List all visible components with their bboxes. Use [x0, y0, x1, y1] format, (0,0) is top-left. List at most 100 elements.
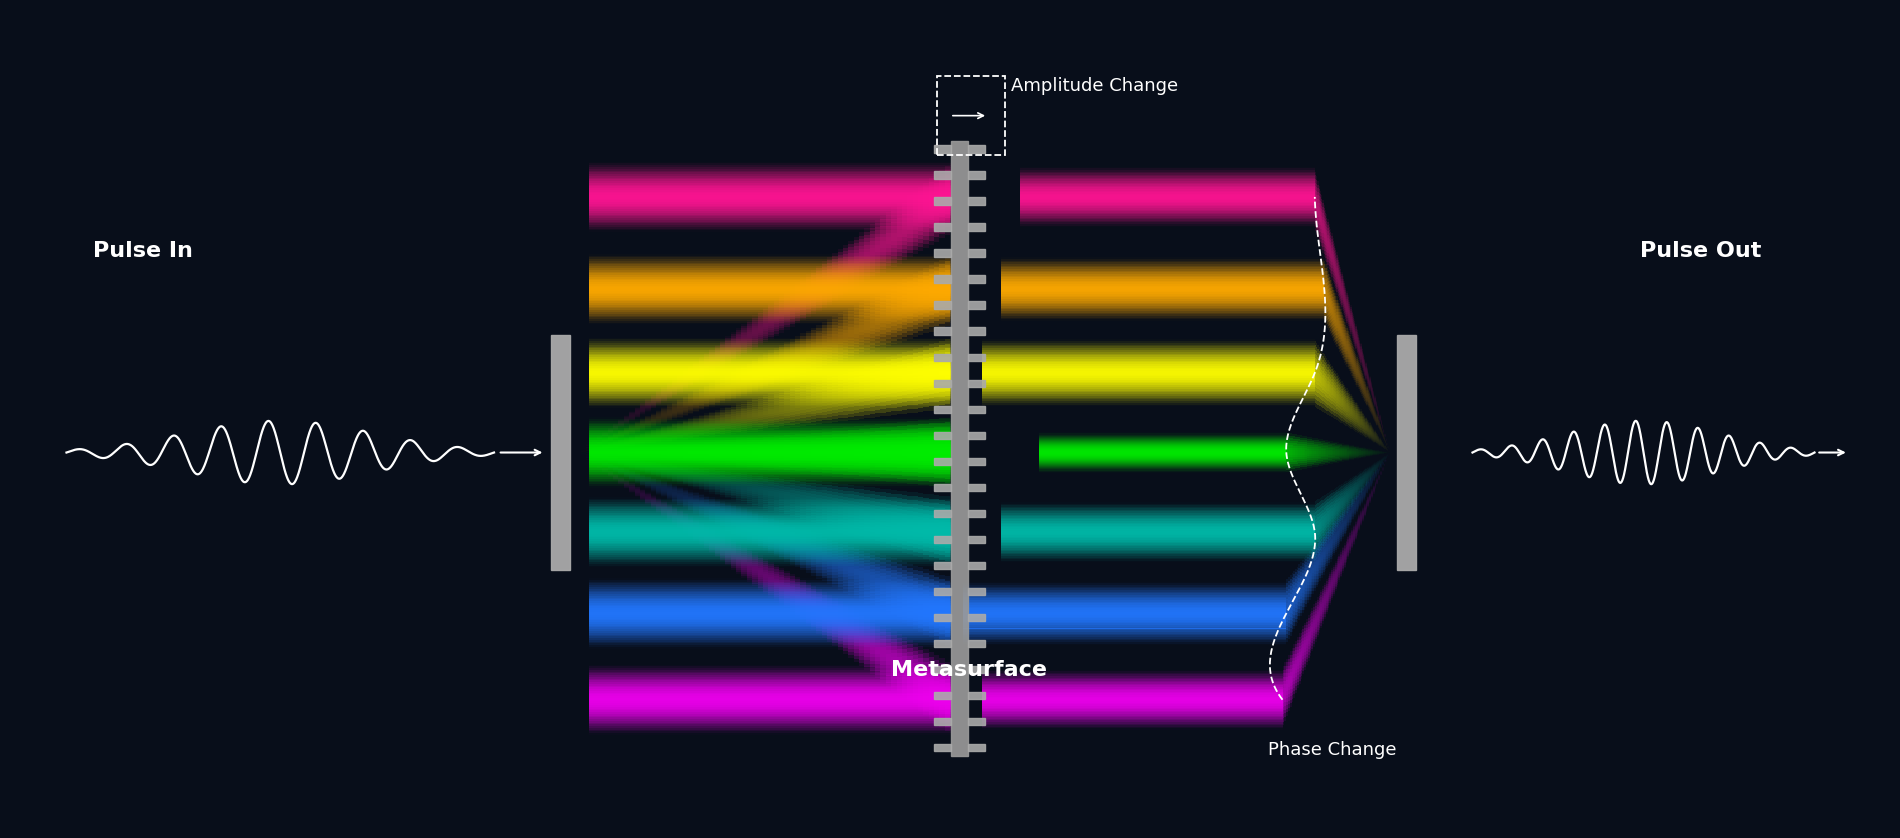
Bar [682, 423, 688, 425]
Bar [876, 661, 880, 665]
Bar [806, 504, 811, 507]
Bar [844, 542, 849, 546]
Bar [811, 308, 817, 311]
Bar [982, 359, 1315, 360]
Bar [826, 607, 832, 609]
Bar [694, 411, 699, 412]
Bar [853, 262, 859, 266]
Bar [844, 551, 849, 555]
Bar [806, 562, 811, 565]
Bar [714, 442, 720, 444]
Bar [870, 603, 876, 607]
Bar [790, 612, 794, 614]
Bar [714, 485, 720, 487]
Bar [870, 449, 876, 453]
Bar [821, 544, 826, 546]
Bar [667, 406, 673, 407]
Bar [768, 546, 773, 549]
Bar [880, 234, 885, 237]
Bar [853, 489, 859, 492]
Bar [929, 211, 935, 215]
Bar [885, 383, 891, 386]
Bar [821, 470, 826, 473]
Bar [650, 414, 656, 415]
Bar [826, 582, 832, 584]
Bar [891, 566, 897, 570]
Bar [779, 592, 785, 594]
Bar [885, 533, 891, 536]
Bar [918, 396, 923, 400]
Bar [735, 464, 741, 466]
Bar [714, 428, 720, 430]
Bar [821, 409, 826, 411]
Bar [676, 403, 682, 405]
Bar [876, 259, 880, 262]
Bar [790, 480, 794, 483]
Bar [673, 499, 676, 500]
Bar [859, 649, 865, 653]
Bar [682, 504, 688, 506]
Bar [844, 651, 849, 654]
Bar [800, 514, 806, 516]
Bar [768, 537, 773, 540]
Bar [832, 374, 838, 377]
Bar [944, 457, 950, 461]
Bar [806, 354, 811, 358]
Bar [870, 303, 876, 307]
Bar [844, 251, 849, 254]
Bar [741, 499, 747, 501]
Bar [794, 517, 800, 520]
Bar [832, 504, 838, 507]
Bar [673, 481, 676, 482]
Bar [726, 345, 732, 347]
Bar [762, 320, 768, 323]
Bar [726, 433, 732, 435]
Bar [709, 427, 714, 429]
Bar [844, 474, 849, 478]
Bar [918, 444, 923, 448]
Bar [661, 476, 667, 477]
Bar [918, 600, 923, 603]
Bar [720, 516, 726, 518]
Bar [720, 523, 726, 525]
Bar [906, 422, 912, 425]
Bar [912, 651, 918, 655]
Bar [885, 600, 891, 604]
Bar [714, 346, 720, 348]
Bar [656, 467, 661, 468]
Bar [773, 360, 779, 361]
Bar [944, 474, 950, 478]
Bar [849, 266, 853, 270]
Bar [752, 543, 758, 545]
Bar [735, 443, 741, 445]
Bar [589, 592, 952, 594]
Bar [720, 490, 726, 492]
Bar [870, 345, 876, 349]
Bar [682, 507, 688, 509]
Bar [694, 478, 699, 479]
Bar [912, 667, 918, 671]
Bar [726, 508, 732, 510]
Bar [656, 512, 661, 513]
Bar [918, 352, 923, 355]
Bar [918, 364, 923, 368]
Bar [794, 590, 800, 592]
Bar [800, 354, 806, 357]
Bar [853, 459, 859, 463]
Bar [939, 221, 944, 225]
Bar [806, 309, 811, 312]
Bar [688, 421, 694, 422]
Bar [929, 453, 935, 457]
Bar [694, 458, 699, 459]
Bar [699, 498, 705, 499]
Bar [694, 482, 699, 483]
Bar [870, 370, 876, 373]
Bar [929, 579, 935, 583]
Bar [714, 484, 720, 485]
Bar [732, 412, 735, 414]
Bar [699, 425, 705, 427]
Bar [779, 551, 785, 554]
Bar [709, 446, 714, 447]
Bar [870, 660, 876, 664]
Bar [929, 515, 935, 520]
